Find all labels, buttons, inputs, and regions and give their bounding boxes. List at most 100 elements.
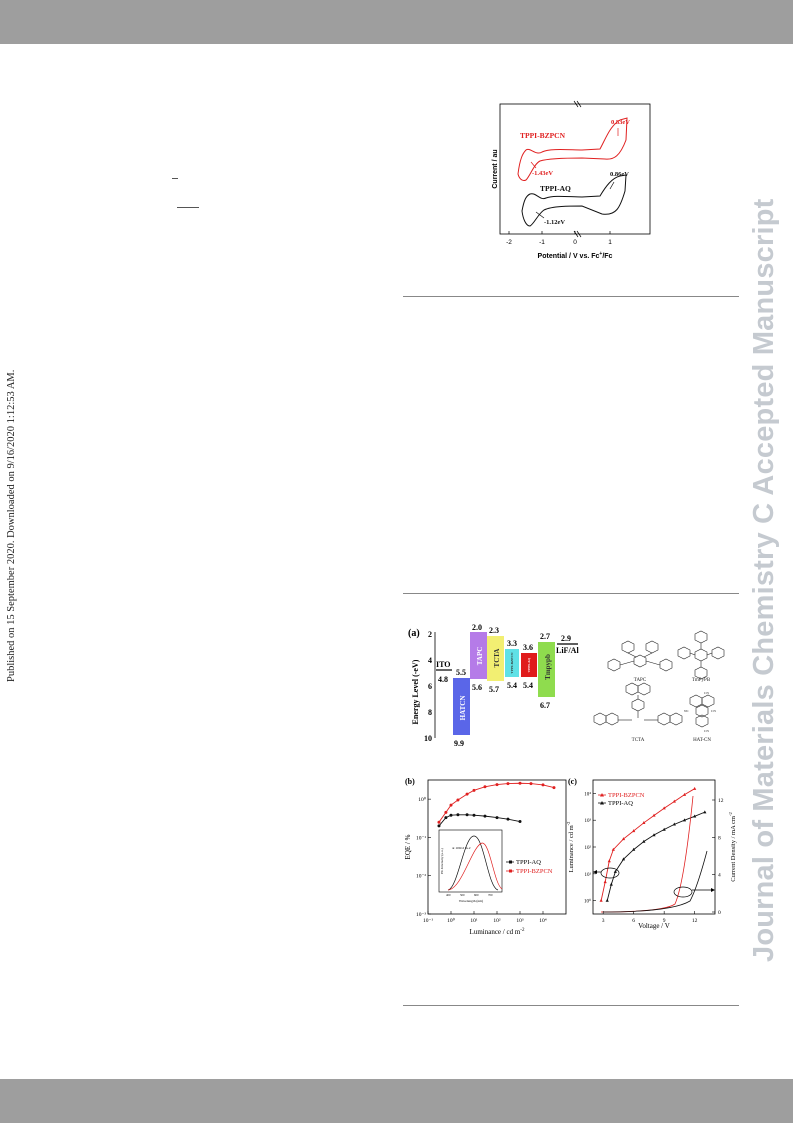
eqe-chart: (b) EQE / % Luminance / cd m-2 10⁻¹ 10⁰ 10… [404,777,567,936]
layer-bzpcn [505,649,519,677]
eqe-point [518,781,522,785]
header-band [0,0,793,44]
eqe-point [483,785,487,789]
lum-point [652,833,656,837]
eqe-ytick: 10⁰ [418,796,427,803]
layer-tmpypb-homo: 6.7 [540,701,550,710]
lum-point [652,813,656,817]
eqe-point [449,813,453,817]
layer-tapc [470,632,487,679]
layer-tmpypb-lumo: 2.7 [540,632,550,641]
lum-point [672,799,676,803]
inset-note: at 100cd m-2 [452,846,471,850]
eqe-point [483,814,487,818]
eqe-xtick: 10¹ [470,918,478,924]
cv-xtick: -1 [539,239,545,246]
cv-ox-aq: 0.86eV [610,171,629,178]
lum-point [605,898,609,902]
layer-ito-value: 4.8 [438,675,448,684]
cv-xlabel: Potential / V vs. Fc+/Fc [538,251,613,260]
cv-red-bzpcn: -1.43eV [532,170,553,177]
layer-hatcn-homo: 9.9 [454,739,464,748]
layer-lif-name: LiF/Al [556,646,579,655]
eqe-legend: TPPI-AQ TPPI-BZPCN [506,859,553,875]
inset-ylabel: EL Intensity (a.u.) [440,847,444,873]
lum-ytick-left: 10³ [585,818,592,824]
lum-xtick: 12 [692,918,698,924]
lum-point [642,820,646,824]
layer-tcta-name: TCTA [493,649,501,668]
eqe-point [437,820,441,824]
eqe-point [552,786,556,790]
eqe-legend-aq: TPPI-AQ [516,859,541,866]
eqe-point [456,813,460,817]
eqe-ytick: 10⁻² [416,874,426,880]
energy-yticks: 2 4 6 8 10 [424,630,432,743]
lum-ytick-left: 10⁴ [584,791,591,797]
eqe-xlabel: Luminance / cd m-2 [470,928,525,936]
lum-ytick-left: 10² [585,845,592,851]
lum-xtick: 6 [632,918,635,924]
eqe-point [495,816,499,820]
lum-legend-bzpcn: TPPI-BZPCN [608,792,645,799]
eqe-point [437,824,441,828]
layer-tmpypb-name: Tmpypb [544,654,552,680]
lum-ytick-right: 12 [718,798,724,804]
inset-bzpcn-spectrum [447,842,503,891]
text-fragment-mark [172,178,178,179]
layer-ito-name: ITO [436,660,451,669]
lum-point [632,829,636,833]
lum-point [642,839,646,843]
layer-tapc-homo: 5.6 [472,683,482,692]
lum-point [621,857,626,861]
jv-curve-bzpcn [600,795,694,913]
cv-xtick: 0 [573,239,577,246]
footer-band [0,1079,793,1123]
cv-ylabel: Current / au [492,149,499,188]
lum-panel-label: (c) [568,777,577,786]
lum-point [599,898,603,902]
molecule-tapc-label: TAPC [634,678,647,683]
cv-figure: -2 -1 0 1 Potential / V vs. Fc+/Fc Curre… [492,100,651,260]
molecule-tmpypb-label: TmPyPB [692,678,711,683]
eqe-point [449,803,453,807]
cv-ox-bzpcn: 0.83eV [611,119,630,126]
lum-ellipse-left [600,867,620,879]
lum-line-tppi-bzpcn [600,788,695,901]
energy-ytick: 4 [428,656,432,665]
svg-text:CN: CN [704,691,709,695]
lum-point [672,822,676,826]
cv-xtick: -2 [506,239,512,246]
eqe-xtick: 10² [493,918,501,924]
lum-point [603,880,607,884]
eqe-point [444,810,448,814]
eqe-ytick: 10⁻¹ [416,835,426,841]
svg-text:600: 600 [474,893,479,897]
lum-ylabel-right: Current Density / mA cm-2 [728,812,737,881]
eqe-point [472,813,476,817]
publication-note: Published on 15 September 2020. Download… [6,369,17,682]
eqe-point [444,816,448,820]
lum-ytick-right: 0 [718,910,721,916]
layer-tapc-name: TAPC [476,647,484,666]
layer-bzpcn-lumo: 3.3 [507,639,517,648]
cv-curve-bzpcn [517,117,628,181]
lum-point [662,806,666,810]
layer-tcta-homo: 5.7 [489,685,499,694]
figure-divider [403,296,739,297]
inset-aq-spectrum [447,835,499,891]
lum-xtick: 9 [663,918,666,924]
inset-xlabel: Wavelength (nm) [459,899,484,903]
svg-text:CN: CN [711,709,716,713]
molecule-tmpypb: TmPyPB [677,630,725,683]
text-fragment-mark [177,207,199,208]
layer-tcta [487,636,504,681]
luminance-chart: (c) Luminance / cd m-2 Current Density /… [566,777,737,930]
energy-figure: (a) Energy Level (-eV) 2 4 6 8 10 ITO 4.… [408,623,725,748]
journal-watermark: Journal of Materials Chemistry C Accepte… [748,198,780,962]
svg-text:700: 700 [488,893,493,897]
eqe-point [465,813,469,817]
eqe-point [518,820,522,824]
layer-bzpcn-name: TPPI-BZPCN [510,652,514,673]
eqe-inset: at 100cd m-2 EL Intensity (a.u.) Wavelen… [438,829,503,903]
